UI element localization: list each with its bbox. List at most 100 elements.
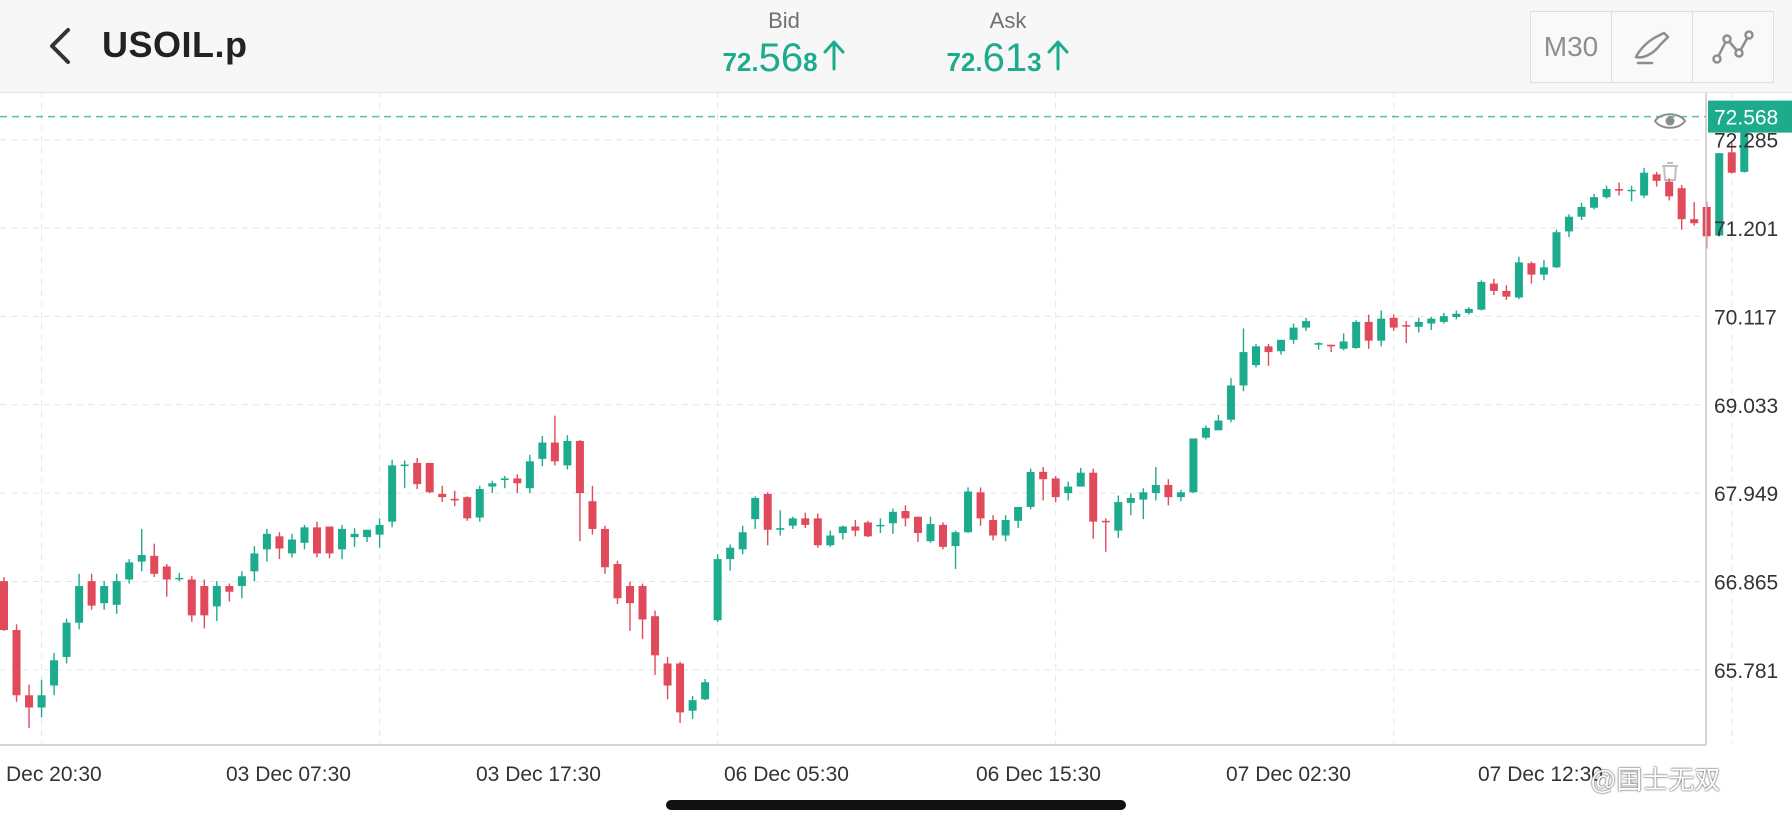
- candle: [563, 435, 572, 470]
- candle-body: [563, 440, 572, 466]
- candle: [125, 559, 134, 584]
- candle-body: [1126, 497, 1135, 503]
- candle: [813, 513, 822, 548]
- candle: [1577, 202, 1586, 220]
- candle-body: [488, 483, 497, 487]
- candle: [1489, 278, 1498, 295]
- price-tick-label: 72.285: [1714, 130, 1778, 153]
- candle: [463, 496, 472, 521]
- candle: [100, 581, 109, 610]
- candle: [776, 510, 785, 536]
- candle-body: [1652, 174, 1661, 181]
- candle-body: [989, 519, 998, 536]
- candle-body: [1339, 341, 1348, 349]
- candle-body: [838, 526, 847, 534]
- candle: [888, 508, 897, 534]
- candle-body: [1740, 112, 1749, 172]
- axes: 72.285 71.201 70.117 69.033 67.949 66.865 65.7…: [0, 92, 1778, 786]
- candle-body: [112, 581, 121, 605]
- candle: [37, 679, 46, 718]
- candle: [1114, 495, 1123, 538]
- candle-body: [1427, 318, 1436, 324]
- home-indicator[interactable]: [666, 800, 1126, 810]
- candle: [600, 525, 609, 574]
- candle-body: [1715, 153, 1724, 236]
- candle-body: [350, 533, 359, 538]
- candle: [212, 581, 221, 622]
- current-price-label: 72.568: [1714, 107, 1778, 130]
- candle-body: [550, 442, 559, 462]
- candle-body: [400, 464, 409, 467]
- candle-body: [600, 528, 609, 568]
- candle: [951, 530, 960, 569]
- candle: [350, 528, 359, 547]
- candle-body: [250, 553, 259, 572]
- candle-body: [100, 586, 109, 604]
- candle-body: [926, 524, 935, 542]
- price-tick-label: 66.865: [1714, 572, 1778, 595]
- candle-body: [1064, 486, 1073, 494]
- candle: [1477, 280, 1486, 311]
- candle-body: [1051, 478, 1060, 498]
- candle: [225, 583, 234, 602]
- candle-body: [1264, 346, 1273, 353]
- candle: [300, 524, 309, 550]
- candle: [450, 490, 459, 507]
- candle-body: [851, 526, 860, 531]
- candle-body: [663, 663, 672, 686]
- candle: [75, 573, 84, 630]
- candle-body: [1001, 519, 1010, 536]
- candle-body: [388, 465, 397, 522]
- timeframe-button[interactable]: M30: [1531, 12, 1612, 82]
- candle-body: [701, 682, 710, 700]
- draw-tool-button[interactable]: [1612, 12, 1693, 82]
- chart-grid: [0, 92, 1733, 745]
- indicator-button[interactable]: [1693, 12, 1773, 82]
- arrow-up-icon: [823, 40, 845, 71]
- bid-price-big: 56: [758, 36, 804, 80]
- candle: [187, 576, 196, 622]
- candle-body: [1402, 325, 1411, 327]
- candle-body: [12, 630, 21, 696]
- ask-price: 72.613: [928, 38, 1088, 87]
- candle: [400, 460, 409, 489]
- candle-body: [1151, 484, 1160, 494]
- candle: [1677, 184, 1686, 230]
- candle-body: [676, 663, 685, 713]
- candle: [1690, 202, 1699, 226]
- candle-body: [588, 501, 597, 529]
- candle-body: [1039, 471, 1048, 480]
- candle: [964, 487, 973, 534]
- candle: [1226, 378, 1235, 423]
- candle-body: [175, 577, 184, 580]
- candle: [1001, 515, 1010, 542]
- candle: [1176, 489, 1185, 502]
- candle: [513, 474, 522, 494]
- candle-body: [1377, 318, 1386, 341]
- candle-body: [763, 493, 772, 530]
- indicator-icon: [1712, 30, 1754, 64]
- candle: [425, 462, 434, 494]
- back-button[interactable]: [38, 22, 86, 70]
- candle-body: [1026, 471, 1035, 507]
- eye-icon[interactable]: [1653, 113, 1687, 129]
- candle-body: [513, 478, 522, 484]
- candle: [1665, 178, 1674, 201]
- candle-body: [613, 564, 622, 599]
- candle-body: [1539, 267, 1548, 275]
- candle: [1527, 261, 1536, 284]
- candle-body: [863, 522, 872, 537]
- candle: [1076, 467, 1085, 487]
- plot-background: [0, 92, 1706, 745]
- candle-body: [413, 462, 422, 485]
- candle-body: [826, 535, 835, 546]
- candle-body: [1565, 216, 1573, 232]
- candle-body: [1502, 290, 1511, 297]
- trash-shape: [1662, 162, 1678, 181]
- candle-body: [1101, 520, 1110, 523]
- candle: [738, 525, 747, 555]
- candle: [976, 487, 985, 526]
- trash-icon[interactable]: [1662, 162, 1678, 181]
- candle-body: [638, 586, 647, 620]
